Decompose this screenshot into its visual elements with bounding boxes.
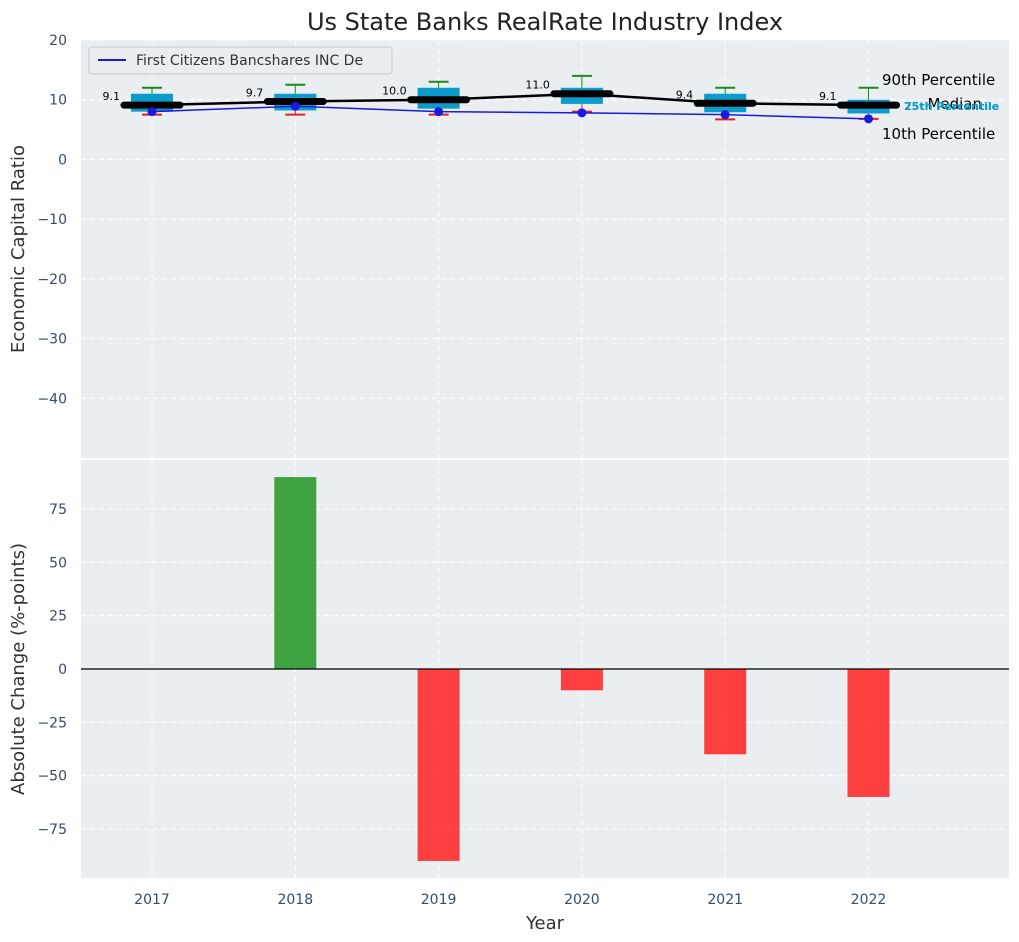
company-point xyxy=(577,108,587,118)
bottom-y-tick-label: 25 xyxy=(49,609,67,625)
x-tick-label: 2019 xyxy=(421,892,457,908)
company-point xyxy=(720,110,730,120)
top-y-tick-label: −30 xyxy=(37,332,67,348)
x-tick-label: 2018 xyxy=(277,892,313,908)
percentile-annotation: 25th Percentile xyxy=(904,100,999,113)
bottom-y-ticks: 75 50 25 0 −25 −50 −75 xyxy=(37,502,67,838)
x-tick-label: 2020 xyxy=(564,892,600,908)
x-tick-label: 2017 xyxy=(134,892,170,908)
bottom-panel: 75 50 25 0 −25 −50 −75 2017 2018 2019 2020 2021 202… xyxy=(8,460,1009,934)
top-lines xyxy=(147,92,873,124)
legend: First Citizens Bancshares INC De xyxy=(88,46,393,75)
top-y-tick-label: 20 xyxy=(49,33,67,49)
bottom-y-tick-label: −50 xyxy=(37,769,67,785)
bottom-y-tick-label: 50 xyxy=(49,555,67,571)
top-y-tick-label: −40 xyxy=(37,391,67,407)
x-tick-label: 2022 xyxy=(851,892,887,908)
change-bar xyxy=(560,669,603,691)
top-y-tick-label: −20 xyxy=(37,272,67,288)
bottom-bars xyxy=(274,477,890,861)
median-value-label: 10.0 xyxy=(382,85,407,98)
company-point xyxy=(290,101,300,111)
bottom-y-axis-label: Absolute Change (%-points) xyxy=(8,543,29,795)
bottom-y-tick-label: −75 xyxy=(37,822,67,838)
percentile-annotation: 90th Percentile xyxy=(882,71,995,89)
top-y-tick-label: 0 xyxy=(58,152,67,168)
percentile-annotation: 75th Percentile xyxy=(904,100,999,113)
company-point xyxy=(864,114,873,124)
change-bar xyxy=(417,669,460,861)
median-labels: 9.1 9.7 10.0 11.0 9.4 9.1 xyxy=(103,79,837,103)
top-y-tick-label: 10 xyxy=(49,93,67,109)
median-line xyxy=(151,92,869,107)
top-y-ticks: 20 10 0 −10 −20 −30 −40 xyxy=(37,33,67,407)
change-bar xyxy=(704,669,747,755)
x-tick-label: 2021 xyxy=(707,892,743,908)
median-value-label: 9.1 xyxy=(103,90,121,103)
bottom-y-tick-label: 0 xyxy=(58,662,67,678)
top-panel: 20 10 0 −10 −20 −30 −40 9.1 9.7 10.0 11.0 9.4 9.1 9… xyxy=(8,33,1009,458)
median-value-label: 9.1 xyxy=(819,90,837,103)
change-bar xyxy=(847,669,890,797)
x-axis-label: Year xyxy=(525,913,565,934)
median-value-label: 9.7 xyxy=(246,87,264,100)
company-point xyxy=(147,107,157,117)
top-y-tick-label: −10 xyxy=(37,212,67,228)
median-value-label: 11.0 xyxy=(525,79,550,92)
bottom-y-tick-label: 75 xyxy=(49,502,67,518)
bottom-y-tick-label: −25 xyxy=(37,715,67,731)
change-bar xyxy=(274,477,317,669)
percentile-annotation: 10th Percentile xyxy=(882,125,995,143)
legend-label: First Citizens Bancshares INC De xyxy=(136,53,363,69)
top-gridlines xyxy=(81,39,1009,458)
chart-title: Us State Banks RealRate Industry Index xyxy=(307,8,783,36)
percentile-annotation: Median xyxy=(927,95,982,113)
legend-box xyxy=(88,46,393,75)
company-line xyxy=(151,105,869,120)
median-value-label: 9.4 xyxy=(676,88,694,101)
x-ticks: 2017 2018 2019 2020 2021 2022 xyxy=(134,892,886,908)
company-point xyxy=(434,107,444,117)
top-y-axis-label: Economic Capital Ratio xyxy=(8,145,29,353)
